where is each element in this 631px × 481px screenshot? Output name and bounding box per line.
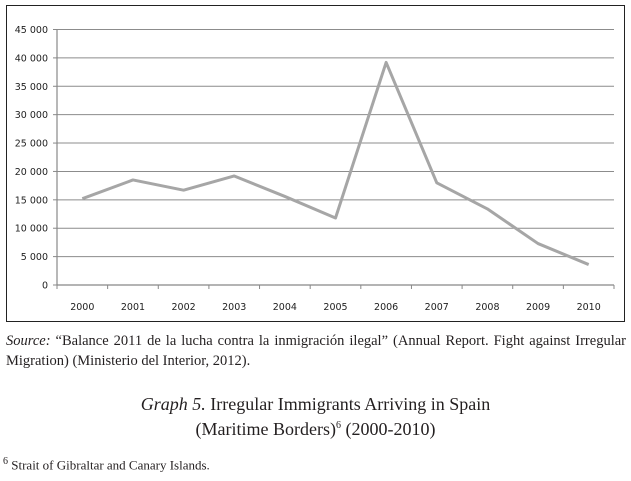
x-tick-label: 2007 (425, 302, 449, 313)
y-tick-label: 5 000 (21, 252, 48, 263)
caption-label: Graph 5. (140, 394, 206, 414)
source-text: “Balance 2011 de la lucha contra la inmi… (6, 333, 626, 369)
x-tick-label: 2009 (526, 302, 550, 313)
y-tick-label: 35 000 (15, 82, 48, 93)
x-tick-label: 2005 (323, 302, 347, 313)
caption-years: (2000-2010) (340, 419, 436, 439)
x-tick-label: 2008 (475, 302, 499, 313)
footnote-mark: 6 (3, 456, 8, 467)
chart-caption: Graph 5. Irregular Immigrants Arriving i… (0, 393, 631, 440)
x-tick-label: 2000 (70, 302, 94, 313)
y-tick-label: 30 000 (15, 110, 48, 121)
x-tick-label: 2002 (171, 302, 195, 313)
footnote: 6 Strait of Gibraltar and Canary Islands… (3, 456, 210, 473)
y-tick-label: 10 000 (15, 224, 48, 235)
footnote-ref: 6 (335, 420, 341, 431)
x-tick-label: 2004 (273, 302, 297, 313)
source-label: Source: (6, 333, 51, 349)
footnote-text: Strait of Gibraltar and Canary Islands. (8, 457, 210, 473)
y-tick-label: 15 000 (15, 195, 48, 206)
y-tick-label: 40 000 (15, 53, 48, 64)
line-chart: 0 5 000 10 000 15 000 20 000 25 000 30 000 35 0… (15, 25, 615, 313)
y-tick-label: 20 000 (15, 167, 48, 178)
y-tick-label: 0 (42, 281, 48, 292)
x-tick-label: 2010 (577, 302, 601, 313)
y-tick-label: 25 000 (15, 139, 48, 150)
chart-frame (6, 5, 625, 322)
x-tick-label: 2003 (222, 302, 246, 313)
series-line (81, 60, 590, 266)
caption-line2: (Maritime Borders) (195, 419, 336, 439)
x-tick-label: 2006 (374, 302, 398, 313)
source-note: Source: “Balance 2011 de la lucha contra… (6, 331, 626, 371)
y-tick-label: 45 000 (15, 25, 48, 36)
caption-line1: Irregular Immigrants Arriving in Spain (205, 394, 491, 414)
x-tick-label: 2001 (121, 302, 145, 313)
